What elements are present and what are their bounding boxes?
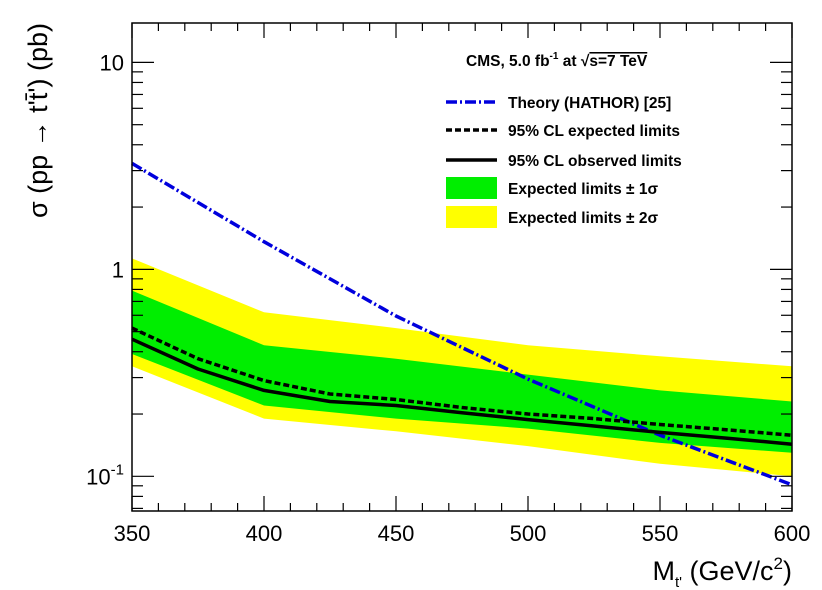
expected-limit-curve: [131, 326, 793, 437]
legend-swatch: [446, 206, 497, 228]
limit-curves: [131, 161, 793, 487]
x-tick-label: 600: [774, 521, 811, 546]
x-tick-label: 350: [114, 521, 151, 546]
x-tick-label: 400: [246, 521, 283, 546]
header-prefix: CMS, 5.0 fb: [466, 53, 550, 70]
plot-frame: [131, 22, 793, 512]
x-axis-title-sub: t': [675, 574, 682, 590]
band-1sigma: [132, 290, 792, 453]
x-axis-title-units: (GeV/c: [682, 556, 774, 586]
y-tick-label: 10: [100, 50, 124, 75]
legend: Theory (HATHOR) [25] 95% CL expected limi…: [446, 95, 682, 228]
y-axis-title: σ (pp → t't̄') (pb): [23, 23, 53, 218]
header-root: √: [581, 53, 590, 70]
x-axis-title: Mt' (GeV/c2): [652, 554, 792, 590]
legend-label: Expected limits ± 2σ: [508, 210, 658, 227]
x-axis-title-close: ): [783, 556, 792, 586]
x-tick-label: 450: [378, 521, 415, 546]
header-rest: s=7 TeV: [589, 53, 648, 70]
legend-label: 95% CL observed limits: [508, 153, 682, 170]
legend-swatch: [446, 177, 497, 199]
y-tick-label: 10-1: [86, 461, 124, 489]
y-tick-label: 1: [112, 257, 124, 282]
legend-label: Expected limits ± 1σ: [508, 181, 658, 198]
x-tick-labels: 350 400 450 500 550 600: [114, 521, 811, 546]
x-axis-title-main: M: [652, 556, 675, 586]
x-axis-title-sup: 2: [774, 554, 783, 573]
expected-limit-bands: [132, 258, 792, 477]
header-mid: at: [558, 53, 580, 70]
chart-header: CMS, 5.0 fb-1 at √s=7 TeV: [466, 51, 648, 70]
y-tick-labels: 10-1 1 10: [86, 50, 124, 489]
observed-limit-curve: [131, 337, 793, 446]
theory-curve: [131, 161, 793, 487]
x-tick-label: 500: [510, 521, 547, 546]
legend-label: 95% CL expected limits: [508, 123, 680, 140]
x-tick-label: 550: [642, 521, 679, 546]
axis-ticks: [131, 23, 793, 511]
header-sup: -1: [550, 51, 559, 62]
legend-label: Theory (HATHOR) [25]: [508, 95, 671, 112]
